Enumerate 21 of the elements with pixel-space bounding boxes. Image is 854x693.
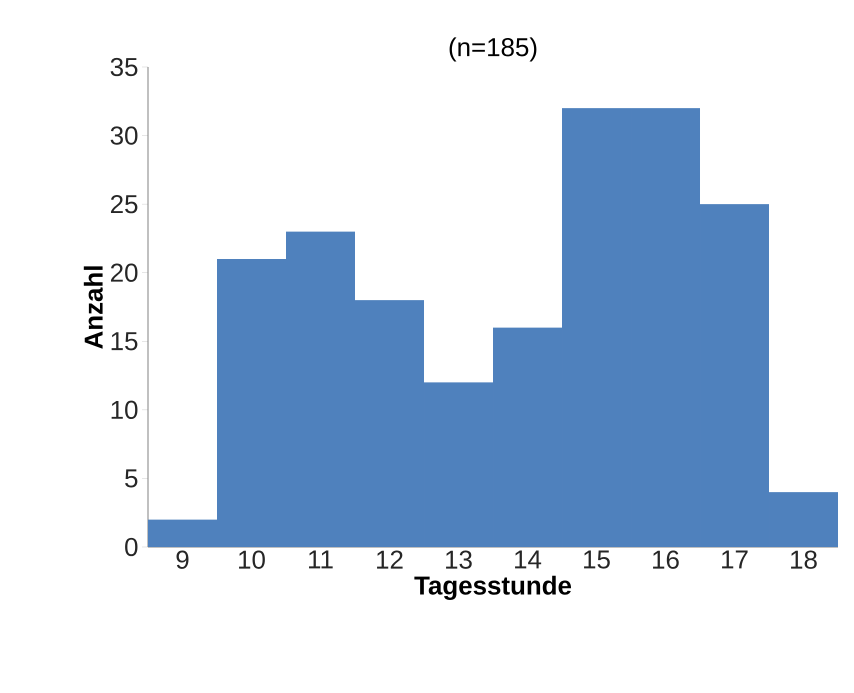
x-tick-label: 17	[722, 550, 748, 568]
y-tick-label: 5	[125, 469, 138, 488]
y-tick-label: 35	[110, 58, 138, 76]
chart-title: (n=185)	[450, 37, 536, 62]
y-tick-label: 20	[110, 264, 138, 282]
y-tick-label: 25	[110, 194, 138, 214]
x-tick-label: 9	[176, 550, 188, 569]
x-tick-label: 13	[446, 550, 472, 569]
x-tick-label: 11	[309, 550, 333, 568]
y-tick-label: 30	[110, 126, 138, 145]
y-tick-label: 15	[112, 332, 138, 350]
x-tick-label: 18	[791, 550, 817, 569]
y-tick-label: 10	[112, 400, 138, 420]
x-tick-label: 16	[653, 550, 679, 569]
x-tick-label: 15	[584, 550, 610, 569]
x-axis-title: Tagesstunde	[414, 576, 572, 600]
y-axis-title: Anzahl	[84, 266, 103, 349]
y-tick-label: 0	[125, 538, 138, 556]
x-tick-label: 14	[515, 550, 542, 568]
x-tick-label: 10	[239, 550, 265, 569]
x-tick-label: 12	[377, 550, 403, 569]
